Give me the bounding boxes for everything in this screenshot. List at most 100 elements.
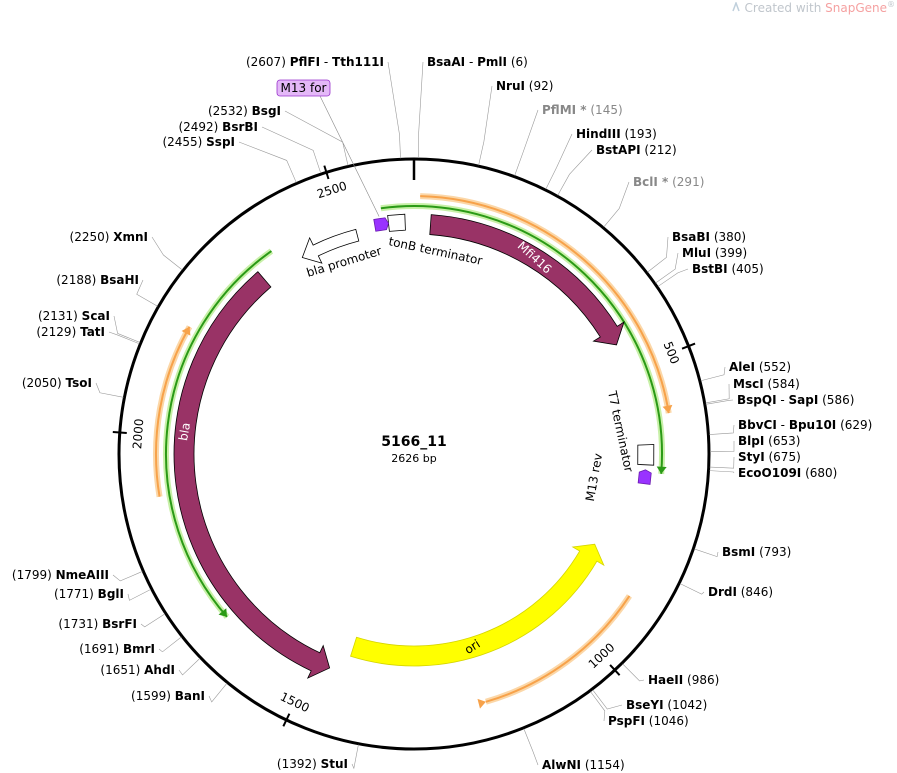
feature-tonb-terminator-box — [387, 213, 406, 232]
feature-t7-terminator-box — [637, 444, 655, 466]
site-haeii-986-label: HaeII (986) — [648, 673, 719, 687]
site-bsmi-793-leader — [694, 548, 719, 558]
site-hindiii-193-leader — [545, 133, 573, 190]
site-bsrfi-1731: (1731) BsrFI — [58, 613, 166, 631]
site-bstbi-405-label: BstBI (405) — [692, 262, 764, 276]
site-alei-552-leader — [700, 366, 726, 382]
site-alwni-1154-leader — [523, 728, 539, 766]
site-bgli-1771: (1771) BglI — [54, 587, 151, 601]
site-ecoo109i-680-leader — [709, 470, 735, 474]
site-bgli-1771-label: (1771) BglI — [54, 587, 124, 601]
feature-ori-arrow — [350, 543, 605, 667]
site-bsgi-2532-leader — [284, 110, 349, 166]
tick-label-2500: 2500 — [315, 179, 348, 201]
site-bgli-1771-leader — [127, 589, 151, 601]
site-bspqi-sapi-586: BspQI - SapI (586) — [705, 393, 854, 407]
watermark-suffix: ® — [887, 0, 895, 9]
plasmid-length: 2626 bp — [391, 452, 436, 465]
site-tsoi-2050: (2050) TsoI — [22, 376, 124, 398]
site-bcli-291-leader — [603, 181, 630, 228]
site-pflfi-tth111i-2607: (2607) PflFI - Tth111I — [246, 55, 401, 159]
site-sspi-2455: (2455) SspI — [162, 135, 297, 183]
site-bsrfi-1731-leader — [140, 613, 166, 628]
site-bsahi-2188-leader — [136, 279, 158, 307]
site-bseyi-1042-leader — [592, 689, 623, 710]
site-pspfi-1046: PspFI (1046) — [590, 691, 689, 728]
site-blpi-653: BlpI (653) — [709, 434, 800, 452]
site-sspi-2455-label: (2455) SspI — [162, 135, 235, 149]
site-sspi-2455-leader — [238, 141, 297, 183]
site-hindiii-193-label: HindIII (193) — [576, 127, 657, 141]
watermark-brand: SnapGene — [825, 1, 887, 15]
site-bsabi-380-label: BsaBI (380) — [672, 230, 746, 244]
site-nrui-92-leader — [478, 85, 493, 166]
site-ahdi-1651-label: (1651) AhdI — [100, 663, 175, 677]
tick-label-1500: 1500 — [278, 689, 312, 715]
site-bsabi-380-leader — [647, 236, 669, 273]
orf-1-arrowhead — [477, 698, 486, 709]
tick-1500 — [282, 713, 291, 727]
site-bspqi-sapi-586-leader — [705, 399, 734, 405]
site-nrui-92: NruI (92) — [478, 79, 553, 166]
tick-1000 — [609, 664, 621, 676]
site-ahdi-1651: (1651) AhdI — [100, 658, 201, 677]
site-bsrbi-2492: (2492) BsrBI — [178, 120, 321, 174]
site-bani-1599-label: (1599) BanI — [131, 689, 205, 703]
site-pflfi-tth111i-2607-label: (2607) PflFI - Tth111I — [246, 55, 384, 69]
feature-bla-promoter-arrow — [301, 228, 360, 264]
green-line-0 — [380, 205, 663, 474]
site-bstapi-212: BstAPI (212) — [557, 143, 677, 196]
feature-m13-for-leader — [319, 95, 380, 217]
orf-2 — [155, 326, 191, 497]
site-bcli-291: BclI * (291) — [603, 175, 704, 228]
orf-0 — [420, 195, 670, 414]
site-bani-1599: (1599) BanI — [131, 683, 228, 703]
plasmid-name: 5166_11 — [381, 434, 446, 450]
site-bsrfi-1731-label: (1731) BsrFI — [58, 617, 137, 631]
site-haeii-986-leader — [622, 663, 645, 682]
site-pspfi-1046-leader — [590, 691, 606, 722]
tick-2000 — [112, 430, 127, 434]
site-stui-1392: (1392) StuI — [277, 744, 359, 771]
feature-bla-label: bla — [176, 421, 193, 441]
site-scai-2131: (2131) ScaI — [38, 309, 140, 343]
tick-2500 — [323, 165, 330, 180]
site-mlui-399-label: MluI (399) — [682, 246, 747, 260]
site-xmni-2250-leader — [151, 236, 183, 271]
site-bsaai-pmli-6-leader — [417, 61, 424, 159]
site-bsrbi-2492-label: (2492) BsrBI — [178, 120, 258, 134]
tick-label-2000: 2000 — [130, 418, 146, 449]
site-scai-2131-label: (2131) ScaI — [38, 309, 110, 323]
site-xmni-2250-label: (2250) XmnI — [70, 230, 148, 244]
site-tsoi-2050-label: (2050) TsoI — [22, 376, 92, 390]
orf-2-arrowhead — [181, 326, 191, 336]
feature-ori-label: ori — [462, 637, 483, 657]
site-msci-584-leader — [705, 383, 730, 404]
site-bspqi-sapi-586-label: BspQI - SapI (586) — [737, 393, 854, 407]
site-bsahi-2188: (2188) BsaHI — [56, 273, 158, 307]
site-drdi-846-leader — [679, 583, 705, 595]
feature-bla-arrow — [173, 271, 331, 679]
green-line-0-arrowhead — [656, 466, 667, 474]
feature-m13-rev-label: M13 rev — [583, 452, 605, 502]
site-bsaai-pmli-6-label: BsaAI - PmlI (6) — [427, 55, 528, 69]
site-nrui-92-label: NruI (92) — [496, 79, 553, 93]
site-stui-1392-leader — [351, 744, 359, 770]
site-blpi-653-label: BlpI (653) — [738, 434, 800, 448]
feature-m13-rev-arrow — [637, 469, 652, 485]
site-blpi-653-leader — [709, 440, 735, 452]
site-bstbi-405-leader — [657, 268, 689, 287]
site-alwni-1154-label: AlwNI (1154) — [542, 758, 625, 772]
site-drdi-846: DrdI (846) — [679, 583, 773, 599]
orf-layer — [153, 193, 673, 709]
site-nmeaiii-1799: (1799) NmeAIII — [12, 568, 143, 582]
site-nmeaiii-1799-label: (1799) NmeAIII — [12, 568, 109, 582]
site-alei-552: AleI (552) — [700, 360, 791, 382]
site-ecoo109i-680-label: EcoO109I (680) — [738, 466, 837, 480]
site-msci-584: MscI (584) — [705, 377, 800, 404]
site-bsaai-pmli-6: BsaAI - PmlI (6) — [417, 55, 528, 159]
tick-label-500: 500 — [661, 340, 682, 366]
site-bmri-1691-label: (1691) BmrI — [79, 642, 155, 656]
site-nmeaiii-1799-leader — [112, 571, 143, 582]
